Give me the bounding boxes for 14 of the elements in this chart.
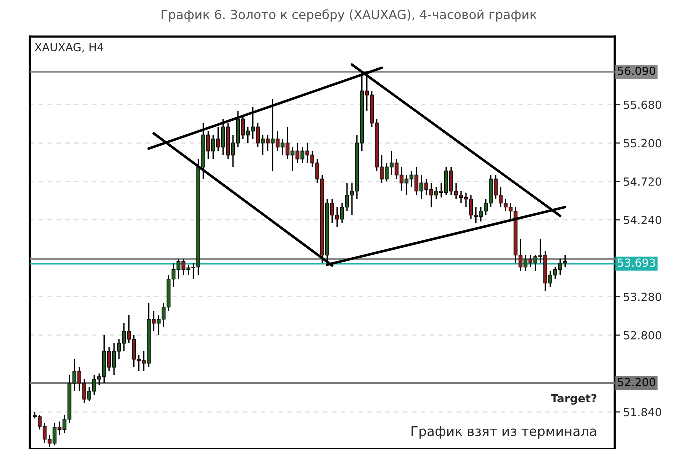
ref-line-label: 52.200 xyxy=(618,378,656,387)
y-tick-label: 55.680 xyxy=(624,100,662,110)
annotation: XAUXAG, H4 xyxy=(35,43,104,53)
y-tick-label: 51.840 xyxy=(624,408,662,417)
y-tick-label: 53.280 xyxy=(624,292,662,302)
chart-title: График 6. Золото к серебру (XAUXAG), 4-часовой график xyxy=(162,10,537,22)
y-tick-label: 55.200 xyxy=(624,139,662,148)
ref-line-label: 53.693 xyxy=(618,258,656,268)
y-tick-label: 54.720 xyxy=(624,178,662,186)
ref-line-label: 56.090 xyxy=(618,66,656,76)
annotation: Target? xyxy=(551,394,597,405)
annotation: График взят из терминала xyxy=(412,426,596,439)
y-tick-label: 52.800 xyxy=(624,331,662,340)
y-tick-label: 54.240 xyxy=(624,216,662,224)
